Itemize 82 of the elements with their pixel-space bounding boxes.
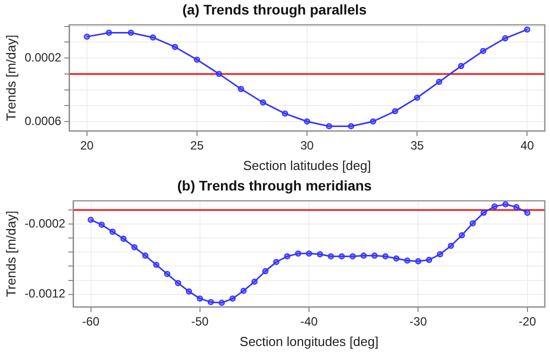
point	[172, 44, 178, 50]
point	[238, 86, 244, 92]
point	[216, 70, 222, 78]
point	[502, 201, 509, 208]
point	[338, 253, 345, 260]
point	[415, 258, 422, 264]
point	[284, 253, 290, 260]
point	[350, 253, 356, 260]
x-tick-label: 20	[80, 138, 94, 153]
point	[436, 251, 444, 258]
point	[164, 270, 170, 278]
point	[426, 256, 432, 263]
x-tick-label: -60	[82, 314, 100, 329]
point	[196, 295, 204, 302]
point	[436, 78, 442, 85]
point	[513, 204, 520, 210]
point	[524, 26, 530, 33]
point	[251, 278, 258, 285]
point	[262, 268, 268, 274]
chart-title: (a) Trends through parallels	[182, 1, 367, 18]
point	[88, 216, 94, 223]
x-axis-title: Section latitudes [deg]	[243, 158, 372, 173]
y-tick-label: -0.0012	[24, 286, 66, 301]
point	[502, 35, 508, 42]
point	[218, 300, 225, 306]
point	[382, 253, 389, 260]
chart-title: (b) Trends through meridians	[177, 177, 372, 194]
point	[174, 280, 182, 286]
x-tick-label: 25	[190, 138, 204, 153]
point	[153, 262, 160, 268]
point	[98, 222, 105, 228]
point	[414, 94, 420, 101]
point	[448, 242, 454, 249]
point	[458, 232, 465, 238]
x-tick-label: -20	[518, 314, 536, 329]
point	[282, 110, 288, 117]
x-tick-label: 35	[410, 138, 424, 153]
x-tick-label: -40	[300, 314, 318, 329]
y-tick-label: 0.0002	[24, 50, 62, 64]
point	[128, 30, 134, 36]
point	[306, 250, 312, 257]
point	[524, 210, 530, 216]
point	[491, 203, 498, 210]
point	[194, 56, 200, 63]
point	[393, 255, 400, 262]
point	[208, 298, 214, 306]
y-tick-label: 0.0006	[24, 114, 62, 128]
point	[304, 118, 310, 125]
point	[109, 228, 116, 235]
y-axis-title: Trends [m/day]	[3, 210, 18, 298]
y-axis-title: Trends [m/day]	[3, 34, 18, 122]
point	[142, 252, 148, 259]
point	[295, 250, 302, 257]
point	[316, 251, 324, 258]
point	[480, 210, 487, 216]
point	[84, 34, 90, 40]
x-tick-label: -50	[191, 314, 209, 329]
point	[230, 295, 236, 302]
point	[328, 253, 334, 260]
point	[240, 288, 247, 294]
point	[106, 30, 112, 36]
point	[260, 99, 266, 106]
point	[360, 252, 367, 259]
point	[150, 34, 156, 41]
x-tick-label: -30	[410, 314, 428, 329]
point	[392, 108, 398, 114]
x-tick-label: 40	[520, 138, 534, 153]
point	[370, 118, 376, 125]
point	[326, 123, 332, 130]
x-tick-label: 30	[300, 138, 314, 153]
point	[131, 244, 138, 250]
point	[458, 62, 464, 70]
point	[120, 236, 127, 242]
x-axis-title: Section longitudes [deg]	[240, 334, 378, 349]
point	[480, 48, 486, 54]
point	[273, 258, 280, 266]
point	[470, 220, 476, 226]
point	[348, 123, 354, 130]
point	[186, 288, 192, 295]
point	[371, 252, 378, 259]
point	[404, 257, 410, 264]
y-tick-label: -0.0002	[24, 216, 66, 230]
